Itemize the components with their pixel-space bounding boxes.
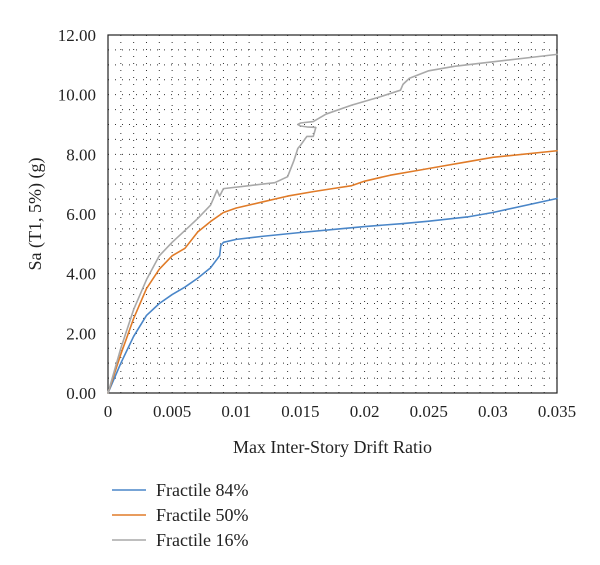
y-tick-label: 2.00	[66, 324, 96, 343]
grid	[108, 35, 557, 393]
y-tick-label: 8.00	[66, 145, 96, 164]
legend-label: Fractile 84%	[156, 480, 248, 500]
x-tick-label: 0.035	[538, 402, 576, 421]
x-tick-label: 0.03	[478, 402, 508, 421]
plot-frame	[107, 34, 558, 394]
series-layer	[107, 53, 558, 394]
legend-label: Fractile 50%	[156, 505, 248, 525]
x-tick-label: 0.005	[153, 402, 191, 421]
y-tick-label: 12.00	[58, 26, 96, 45]
series-line-2	[107, 149, 558, 394]
x-tick-label: 0.02	[350, 402, 380, 421]
series-line-3	[107, 53, 558, 394]
x-tick-label: 0.01	[221, 402, 251, 421]
y-tick-label: 4.00	[66, 265, 96, 284]
y-tick-labels: 0.00 2.00 4.00 6.00 8.00 10.00 12.00	[58, 26, 96, 403]
y-axis-label: Sa (T1, 5%) (g)	[25, 158, 46, 271]
series-line-1	[107, 197, 558, 394]
x-tick-label: 0	[104, 402, 113, 421]
y-tick-label: 10.00	[58, 86, 96, 105]
x-tick-label: 0.015	[281, 402, 319, 421]
legend: Fractile 84% Fractile 50% Fractile 16%	[112, 480, 248, 550]
legend-label: Fractile 16%	[156, 530, 248, 550]
y-tick-label: 6.00	[66, 205, 96, 224]
x-tick-label: 0.025	[410, 402, 448, 421]
y-tick-label: 0.00	[66, 384, 96, 403]
x-tick-labels: 0 0.005 0.01 0.015 0.02 0.025 0.03 0.035	[104, 402, 576, 421]
x-axis-label: Max Inter-Story Drift Ratio	[233, 437, 432, 457]
